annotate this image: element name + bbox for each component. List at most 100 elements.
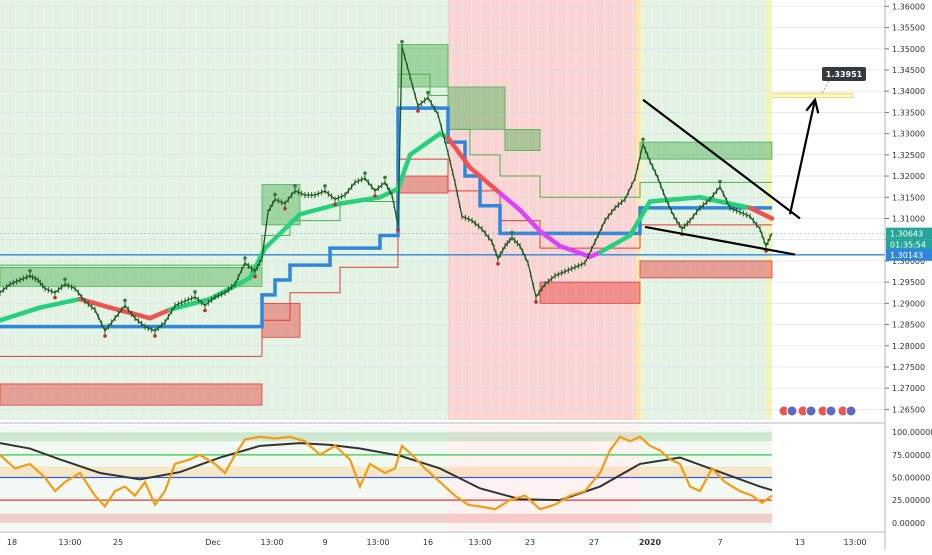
price-tick-label-7: 1.32500	[892, 151, 925, 160]
drawing-tools[interactable]: 1.33951	[642, 67, 866, 256]
trend-segment-4	[147, 307, 173, 321]
price-tick-label-19: 1.26500	[892, 405, 925, 414]
trend-segment-20	[557, 243, 593, 259]
bull-zone-box-0	[0, 266, 263, 287]
bear-zone-box-0	[0, 383, 263, 406]
price-tick-label-12: 1.30000	[892, 257, 925, 266]
support-price-tag-text: 1.30143	[890, 251, 923, 260]
time-tick-label-14: 13:00	[843, 538, 866, 547]
pivot-high-dot	[323, 184, 327, 188]
price-tick-label-9: 1.31500	[892, 193, 925, 202]
thin-level-line-1	[0, 158, 772, 357]
price-tick-label-13: 1.29500	[892, 278, 925, 287]
osc-band-0	[0, 432, 772, 442]
trend-segment-10	[337, 195, 383, 206]
time-tick-label-5: 9	[322, 538, 327, 547]
pivot-low-dot	[153, 334, 157, 338]
trend-segment-22	[597, 233, 633, 255]
pivot-low-dot	[396, 228, 400, 232]
trend-segment-18	[517, 207, 543, 234]
trend-segment-17	[497, 190, 523, 213]
current-price-tag-bg	[886, 227, 932, 240]
pivot-high-dot	[363, 171, 367, 175]
bear-zone-box-2	[397, 175, 449, 194]
pivot-high-dot	[243, 256, 247, 260]
pivot-low-dot	[373, 194, 377, 198]
trend-segment-27	[747, 205, 775, 221]
time-tick-label-12: 7	[717, 538, 722, 547]
time-tick-label-8: 13:00	[468, 538, 491, 547]
price-tick-label-18: 1.27000	[892, 384, 925, 393]
event-flag-icon-b-1[interactable]	[805, 405, 817, 417]
osc-tick-label-0: 100.00000	[892, 428, 932, 437]
trend-segment-5	[167, 296, 213, 312]
projection-arrow-head[interactable]	[805, 97, 820, 114]
price-tick-label-5: 1.33500	[892, 108, 925, 117]
trend-segment-3	[107, 305, 153, 321]
trend-segment-1	[37, 296, 83, 310]
pivot-high-dot	[28, 268, 32, 273]
bull-zone-box-5	[639, 141, 773, 160]
event-flag-icon-b-0[interactable]	[786, 405, 798, 417]
price-tick-label-6: 1.33000	[892, 130, 925, 139]
time-tick-label-1: 13:00	[58, 538, 81, 547]
pivot-low-dot	[534, 300, 538, 304]
trend-segment-15	[445, 135, 473, 170]
pivot-high-dot	[273, 192, 277, 197]
pivot-low-dot	[283, 206, 287, 211]
time-tick-label-6: 13:00	[366, 538, 389, 547]
wedge-trendline-1[interactable]	[644, 225, 796, 256]
pivot-high-dot	[400, 39, 404, 44]
price-tick-label-4: 1.34000	[892, 87, 925, 96]
price-tick-label-8: 1.32000	[892, 172, 925, 181]
price-tick-label-16: 1.28000	[892, 342, 925, 351]
osc-tick-label-1: 75.00000	[892, 451, 930, 460]
target-label-box[interactable]	[822, 67, 866, 81]
trend-line	[0, 131, 775, 323]
osc-signal-line	[0, 442, 773, 502]
event-flag-icon-b-2[interactable]	[825, 405, 837, 417]
pivot-high-dot	[63, 277, 67, 282]
trend-segment-16	[467, 165, 503, 196]
price-line	[0, 46, 773, 333]
pivot-high-dot	[383, 175, 387, 180]
price-tick-label-0: 1.36000	[892, 2, 925, 11]
support-line	[0, 106, 885, 329]
price-tick-label-2: 1.35000	[892, 45, 925, 54]
bull-zone-box-2	[397, 44, 449, 88]
pivot-low-dot	[53, 295, 57, 300]
pivot-high-dot	[123, 298, 127, 303]
right-axis-bg	[885, 0, 932, 550]
bear-zone-box-4	[639, 260, 773, 279]
target-zone-box[interactable]	[772, 92, 854, 98]
pivot-high-dot	[426, 90, 430, 95]
bull-zone-box-3	[447, 86, 506, 130]
pivot-low-dot	[203, 308, 207, 313]
price-tick-label-3: 1.34500	[892, 66, 925, 75]
bull-zone-box-4	[504, 128, 541, 152]
price-tick-label-1: 1.35500	[892, 24, 925, 33]
pivot-low-dot	[253, 274, 257, 279]
trend-segment-13	[407, 131, 443, 158]
trend-segment-9	[297, 201, 343, 217]
time-tick-label-9: 23	[525, 538, 535, 547]
support-step-line	[0, 106, 772, 329]
pivot-low-dot	[103, 334, 107, 338]
pivot-low-dot	[416, 109, 420, 113]
level-lines	[0, 73, 772, 357]
time-tick-label-11: 2020	[639, 538, 662, 547]
wedge-trendline-0[interactable]	[642, 98, 801, 220]
price-tick-label-10: 1.31000	[892, 214, 925, 223]
price-tick-label-17: 1.27500	[892, 363, 925, 372]
trend-segment-23	[627, 199, 653, 238]
time-tick-label-7: 16	[423, 538, 433, 547]
event-flag-icon-b-3[interactable]	[845, 405, 857, 417]
projection-arrow-shaft[interactable]	[788, 99, 817, 215]
oscillator-panel	[0, 422, 885, 523]
trend-segment-8	[262, 211, 303, 251]
price-grid	[0, 6, 885, 410]
trend-segment-11	[377, 186, 401, 200]
